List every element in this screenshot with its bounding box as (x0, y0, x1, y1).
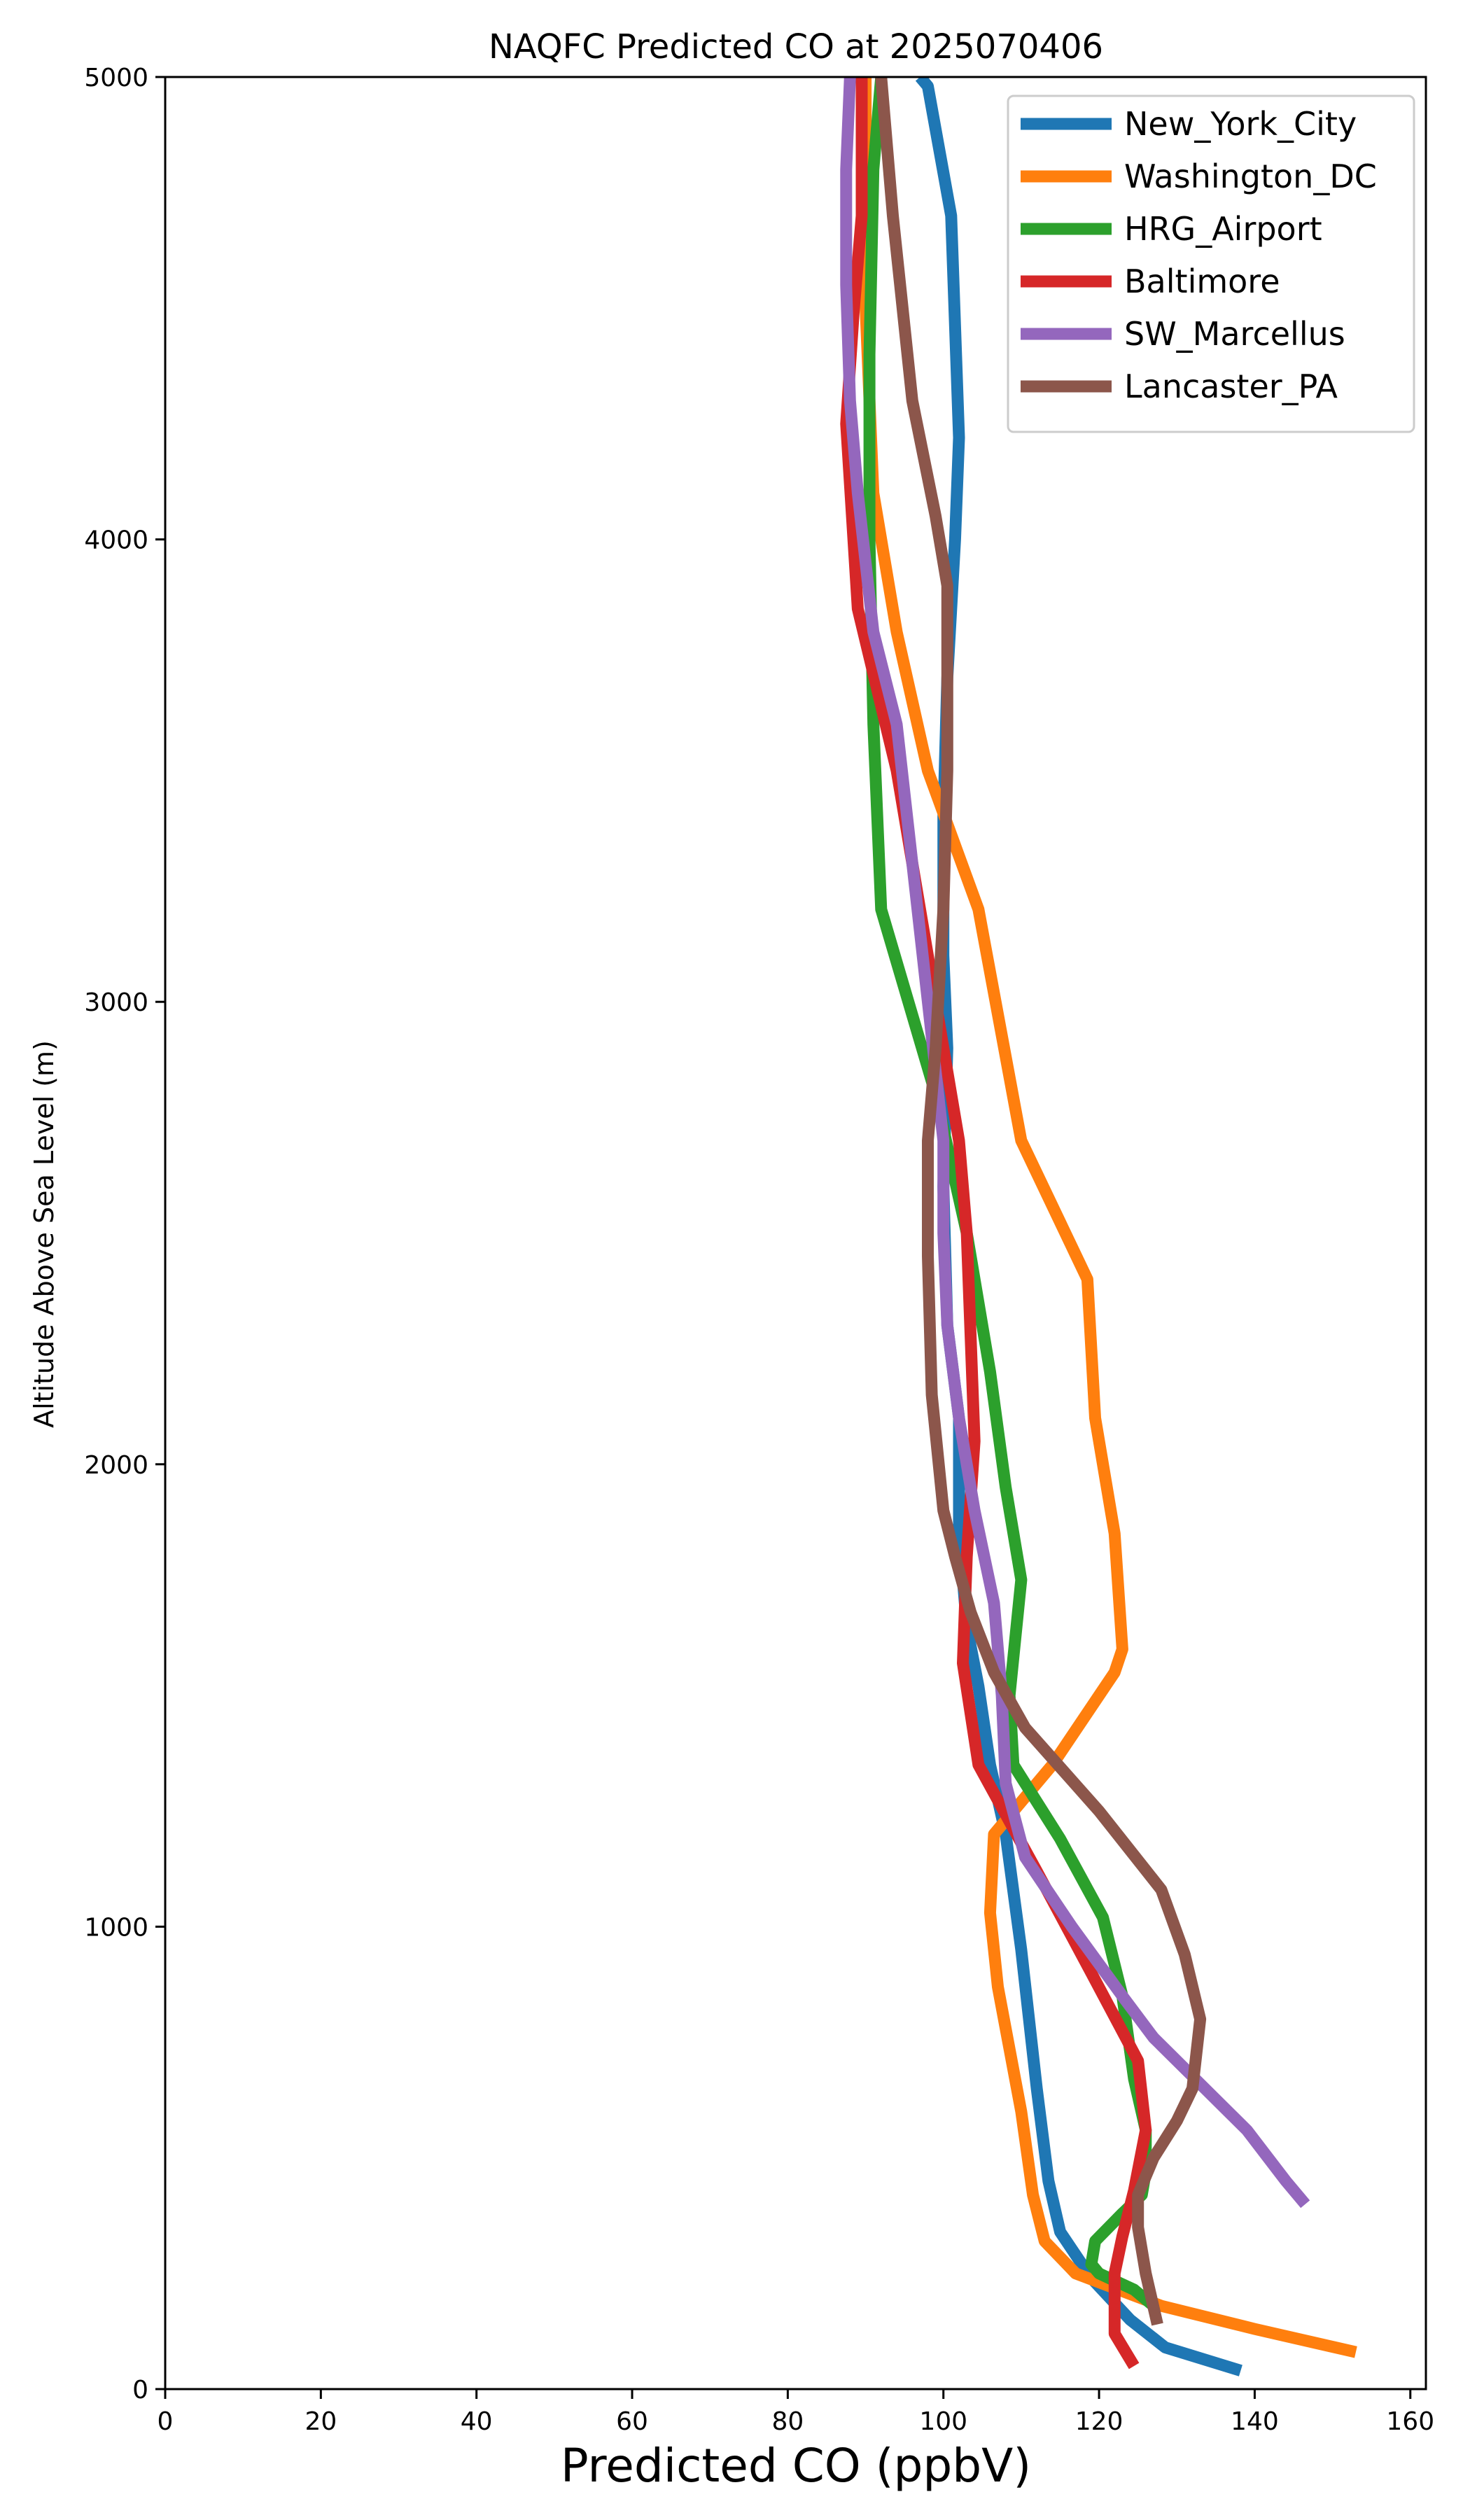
x-tick-label: 60 (616, 2407, 648, 2436)
y-tick-label: 3000 (84, 988, 148, 1017)
legend-label-new-york-city: New_York_City (1124, 105, 1357, 143)
y-tick-label: 5000 (84, 64, 148, 92)
y-tick-label: 1000 (84, 1913, 148, 1942)
y-axis-ticks: 0 1000 2000 3000 4000 5000 (84, 64, 165, 2404)
legend-label-hrg-airport: HRG_Airport (1124, 210, 1322, 248)
series-line-washington-dc (860, 77, 1357, 2358)
chart-title: NAQFC Predicted CO at 2025070406 (489, 27, 1103, 66)
series-line-lancaster-pa (875, 77, 1207, 2326)
series-line-sw-marcellus (840, 77, 1310, 2208)
series-line-new-york-city (915, 77, 1242, 2376)
x-tick-label: 40 (461, 2407, 493, 2436)
x-tick-label: 140 (1231, 2407, 1279, 2436)
y-tick-label: 4000 (84, 526, 148, 555)
plot-series (840, 77, 1357, 2376)
series-line-hrg-airport (863, 77, 1158, 2311)
y-axis-label: Altitude Above Sea Level (m) (29, 1040, 59, 1428)
x-axis-label: Predicted CO (ppbV) (561, 2439, 1031, 2493)
series-line-baltimore (840, 77, 1152, 2370)
legend-label-baltimore: Baltimore (1124, 262, 1280, 300)
x-tick-label: 120 (1075, 2407, 1124, 2436)
legend-label-lancaster-pa: Lancaster_PA (1124, 368, 1338, 405)
x-tick-label: 80 (771, 2407, 804, 2436)
legend-label-sw-marcellus: SW_Marcellus (1124, 315, 1345, 353)
x-tick-label: 0 (158, 2407, 174, 2436)
legend-label-washington-dc: Washington_DC (1124, 158, 1377, 195)
x-tick-label: 160 (1386, 2407, 1434, 2436)
y-tick-label: 0 (132, 2376, 148, 2404)
y-tick-label: 2000 (84, 1451, 148, 1480)
x-axis-ticks: 0 20 40 60 80 100 120 140 160 (158, 2389, 1434, 2436)
x-tick-label: 100 (919, 2407, 967, 2436)
legend: New_York_City Washington_DC HRG_Airport Bal… (1007, 94, 1415, 433)
plot-area-frame (164, 76, 1427, 2390)
x-tick-label: 20 (304, 2407, 337, 2436)
